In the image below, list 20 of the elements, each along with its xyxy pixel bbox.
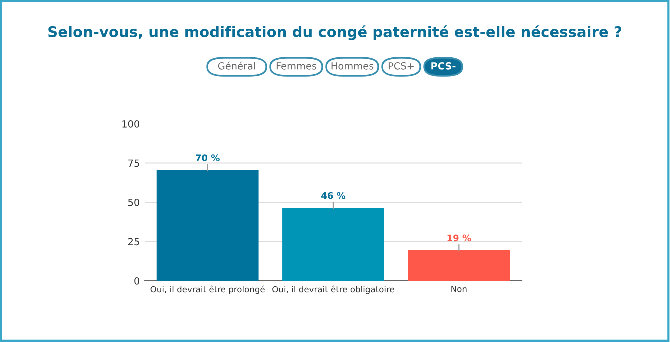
y-tick-label: 25 [128,238,140,246]
bar [156,170,259,281]
y-tick-label: 75 [128,160,140,168]
data-label: 70 % [196,154,220,162]
bar [408,250,510,281]
x-tick-label: Non [452,286,467,292]
x-tick-label: Oui, il devrait être prolongé [150,286,265,294]
data-label: 19 % [448,234,472,242]
data-label: 46 % [322,192,346,200]
text: PCS+ [388,62,414,70]
text: Hommes [332,62,374,70]
y-tick-label: 0 [134,277,140,285]
y-tick-label: 50 [128,198,140,206]
chart-title: Selon-vous, une modification du congé paternité est-elle nécessaire ? [48,26,622,40]
x-tick-label: Oui, il devrait être obligatoire [272,286,394,294]
text: Général [218,62,256,70]
bar [282,208,384,281]
y-tick-label: 100 [122,120,140,128]
text: PCS- [432,62,456,70]
text: Femmes [276,62,317,70]
